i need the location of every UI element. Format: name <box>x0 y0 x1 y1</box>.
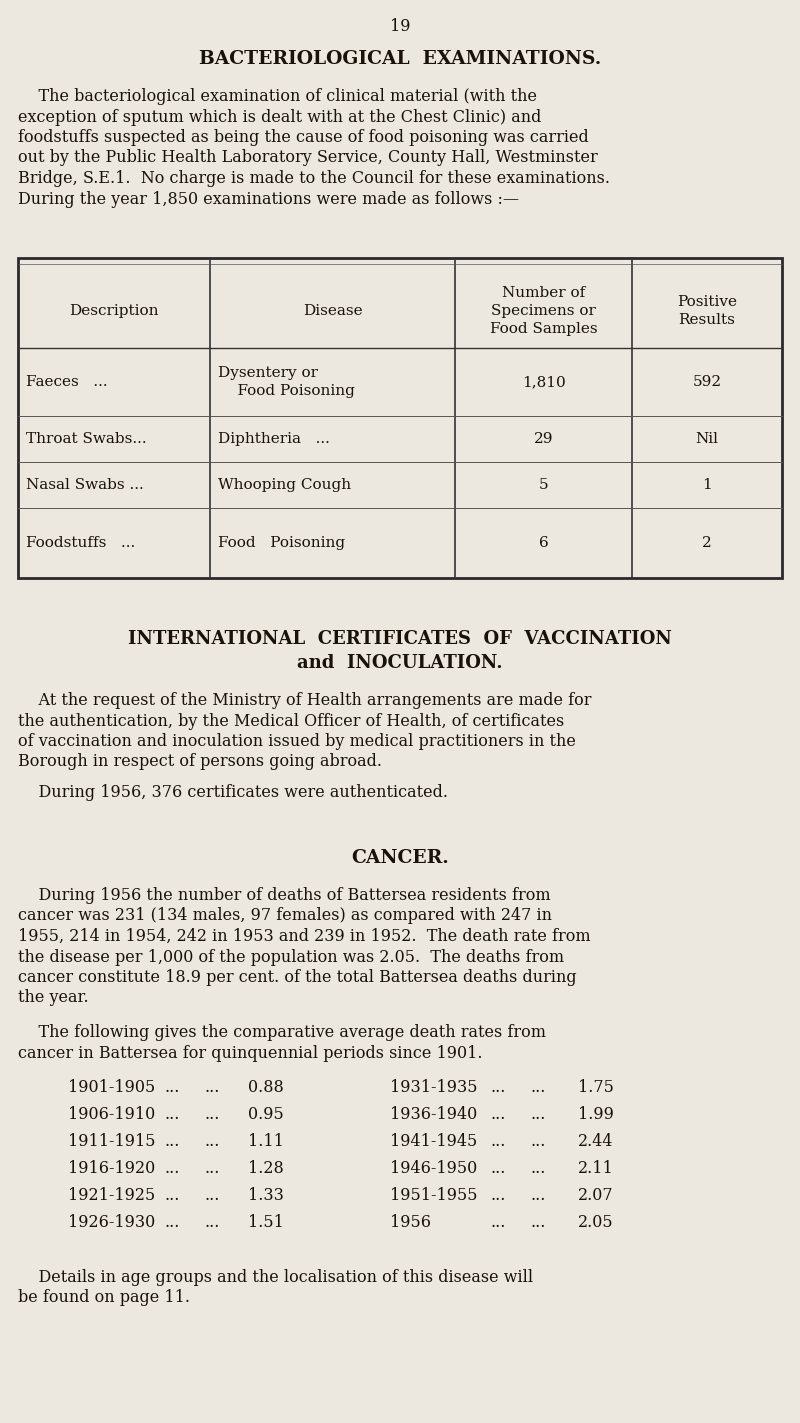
Text: During the year 1,850 examinations were made as follows :—: During the year 1,850 examinations were … <box>18 191 519 208</box>
Text: 1926-1930: 1926-1930 <box>68 1214 155 1231</box>
Text: 1931-1935: 1931-1935 <box>390 1079 478 1096</box>
Text: Results: Results <box>678 313 735 327</box>
Text: 1,810: 1,810 <box>522 376 566 388</box>
Text: ...: ... <box>530 1106 546 1123</box>
Text: ...: ... <box>165 1079 180 1096</box>
Text: the disease per 1,000 of the population was 2.05.  The deaths from: the disease per 1,000 of the population … <box>18 949 564 965</box>
Text: 5: 5 <box>538 478 548 492</box>
Text: and  INOCULATION.: and INOCULATION. <box>297 655 503 672</box>
Text: 2.07: 2.07 <box>578 1187 614 1204</box>
Text: 1.33: 1.33 <box>248 1187 284 1204</box>
Text: The bacteriological examination of clinical material (with the: The bacteriological examination of clini… <box>18 88 537 105</box>
Text: INTERNATIONAL  CERTIFICATES  OF  VACCINATION: INTERNATIONAL CERTIFICATES OF VACCINATIO… <box>128 630 672 647</box>
Text: 1911-1915: 1911-1915 <box>68 1133 155 1150</box>
Text: 1955, 214 in 1954, 242 in 1953 and 239 in 1952.  The death rate from: 1955, 214 in 1954, 242 in 1953 and 239 i… <box>18 928 590 945</box>
Text: exception of sputum which is dealt with at the Chest Clinic) and: exception of sputum which is dealt with … <box>18 108 542 125</box>
Text: Foodstuffs   ...: Foodstuffs ... <box>26 536 135 551</box>
Text: foodstuffs suspected as being the cause of food poisoning was carried: foodstuffs suspected as being the cause … <box>18 129 589 147</box>
Text: ...: ... <box>205 1160 220 1177</box>
Text: Faeces   ...: Faeces ... <box>26 376 108 388</box>
Text: 2.11: 2.11 <box>578 1160 614 1177</box>
Text: 1901-1905: 1901-1905 <box>68 1079 155 1096</box>
Text: cancer in Battersea for quinquennial periods since 1901.: cancer in Battersea for quinquennial per… <box>18 1044 482 1062</box>
Text: Borough in respect of persons going abroad.: Borough in respect of persons going abro… <box>18 754 382 770</box>
Text: 19: 19 <box>390 18 410 36</box>
Text: ...: ... <box>490 1133 506 1150</box>
Text: ...: ... <box>165 1187 180 1204</box>
Text: 1.28: 1.28 <box>248 1160 284 1177</box>
Text: Positive: Positive <box>677 295 737 309</box>
Text: ...: ... <box>205 1133 220 1150</box>
Text: Description: Description <box>70 305 158 317</box>
Text: ...: ... <box>530 1133 546 1150</box>
Text: ...: ... <box>530 1160 546 1177</box>
Text: 2: 2 <box>702 536 712 551</box>
Text: Nasal Swabs ...: Nasal Swabs ... <box>26 478 144 492</box>
Text: 2.05: 2.05 <box>578 1214 614 1231</box>
Text: Disease: Disease <box>302 305 362 317</box>
Text: ...: ... <box>205 1106 220 1123</box>
Text: 1956: 1956 <box>390 1214 431 1231</box>
Text: the year.: the year. <box>18 989 89 1006</box>
Text: During 1956, 376 certificates were authenticated.: During 1956, 376 certificates were authe… <box>18 784 448 801</box>
Text: 1936-1940: 1936-1940 <box>390 1106 478 1123</box>
Text: 592: 592 <box>693 376 722 388</box>
Text: ...: ... <box>490 1160 506 1177</box>
Text: 1951-1955: 1951-1955 <box>390 1187 478 1204</box>
Text: 2.44: 2.44 <box>578 1133 614 1150</box>
Text: be found on page 11.: be found on page 11. <box>18 1289 190 1306</box>
Text: 6: 6 <box>538 536 548 551</box>
Text: ...: ... <box>205 1214 220 1231</box>
Text: ...: ... <box>490 1106 506 1123</box>
Text: ...: ... <box>165 1106 180 1123</box>
Text: Throat Swabs...: Throat Swabs... <box>26 433 146 445</box>
Text: Food Samples: Food Samples <box>490 322 598 336</box>
Text: Dysentery or: Dysentery or <box>218 366 318 380</box>
Text: Whooping Cough: Whooping Cough <box>218 478 351 492</box>
Text: 1.11: 1.11 <box>248 1133 284 1150</box>
Text: 29: 29 <box>534 433 554 445</box>
Text: Specimens or: Specimens or <box>491 305 596 317</box>
Text: ...: ... <box>165 1160 180 1177</box>
Text: ...: ... <box>165 1133 180 1150</box>
Text: ...: ... <box>490 1079 506 1096</box>
Text: Nil: Nil <box>695 433 718 445</box>
Text: Food Poisoning: Food Poisoning <box>218 384 355 398</box>
Text: The following gives the comparative average death rates from: The following gives the comparative aver… <box>18 1025 546 1042</box>
Text: 0.88: 0.88 <box>248 1079 284 1096</box>
Text: cancer was 231 (134 males, 97 females) as compared with 247 in: cancer was 231 (134 males, 97 females) a… <box>18 908 552 925</box>
Text: Food   Poisoning: Food Poisoning <box>218 536 345 551</box>
Text: 1.75: 1.75 <box>578 1079 614 1096</box>
Text: 1921-1925: 1921-1925 <box>68 1187 155 1204</box>
Text: ...: ... <box>530 1187 546 1204</box>
Text: 1.51: 1.51 <box>248 1214 284 1231</box>
Text: ...: ... <box>165 1214 180 1231</box>
Text: 1: 1 <box>702 478 712 492</box>
Text: During 1956 the number of deaths of Battersea residents from: During 1956 the number of deaths of Batt… <box>18 887 550 904</box>
Text: ...: ... <box>205 1187 220 1204</box>
Text: Details in age groups and the localisation of this disease will: Details in age groups and the localisati… <box>18 1269 533 1286</box>
Text: ...: ... <box>205 1079 220 1096</box>
Text: CANCER.: CANCER. <box>351 850 449 867</box>
Text: Diphtheria   ...: Diphtheria ... <box>218 433 330 445</box>
Text: ...: ... <box>490 1187 506 1204</box>
Text: ...: ... <box>490 1214 506 1231</box>
Text: Bridge, S.E.1.  No charge is made to the Council for these examinations.: Bridge, S.E.1. No charge is made to the … <box>18 169 610 186</box>
Text: 1946-1950: 1946-1950 <box>390 1160 478 1177</box>
Text: the authentication, by the Medical Officer of Health, of certificates: the authentication, by the Medical Offic… <box>18 713 564 730</box>
Text: BACTERIOLOGICAL  EXAMINATIONS.: BACTERIOLOGICAL EXAMINATIONS. <box>199 50 601 68</box>
Text: 1906-1910: 1906-1910 <box>68 1106 155 1123</box>
Text: 1916-1920: 1916-1920 <box>68 1160 155 1177</box>
Text: ...: ... <box>530 1214 546 1231</box>
Text: Number of: Number of <box>502 286 585 300</box>
Text: ...: ... <box>530 1079 546 1096</box>
Text: 0.95: 0.95 <box>248 1106 284 1123</box>
Text: of vaccination and inoculation issued by medical practitioners in the: of vaccination and inoculation issued by… <box>18 733 576 750</box>
Text: At the request of the Ministry of Health arrangements are made for: At the request of the Ministry of Health… <box>18 692 591 709</box>
Text: 1.99: 1.99 <box>578 1106 614 1123</box>
Text: 1941-1945: 1941-1945 <box>390 1133 478 1150</box>
Text: out by the Public Health Laboratory Service, County Hall, Westminster: out by the Public Health Laboratory Serv… <box>18 149 598 166</box>
Text: cancer constitute 18.9 per cent. of the total Battersea deaths during: cancer constitute 18.9 per cent. of the … <box>18 969 577 986</box>
Bar <box>18 258 782 578</box>
